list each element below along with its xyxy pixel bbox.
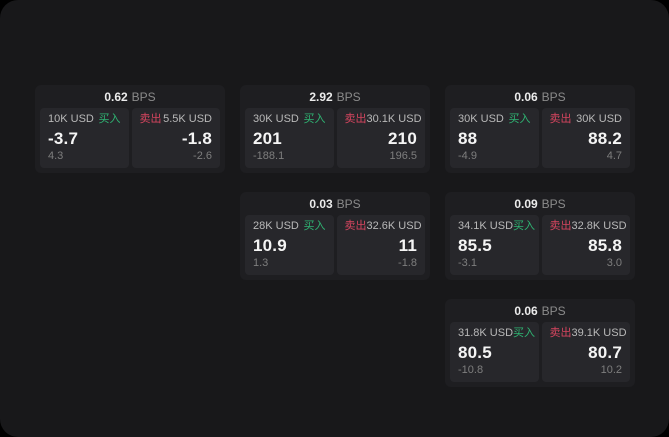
buy-amount: 28K USD xyxy=(253,220,299,232)
buy-side-label: 买入 xyxy=(513,220,536,232)
sell-side-label: 卖出 xyxy=(549,113,572,125)
sell-side-label: 卖出 xyxy=(139,113,162,125)
sell-price: 210 xyxy=(388,128,417,148)
sell-amount: 32.6K USD xyxy=(366,220,422,232)
card-header: 0.62 BPS xyxy=(35,85,225,108)
sell-amount: 30K USD xyxy=(576,113,622,125)
bps-unit-label: BPS xyxy=(541,196,566,211)
quote-card: 0.06 BPS 30K USD 买入 88 -4.9 卖出 30K USD xyxy=(445,85,635,173)
sell-delta: 10.2 xyxy=(600,364,622,376)
quote-panels: 34.1K USD 买入 85.5 -3.1 卖出 32.8K USD 85.8… xyxy=(445,215,635,275)
buy-delta: -4.9 xyxy=(458,150,477,162)
buy-delta: -188.1 xyxy=(253,150,285,162)
sell-quote-panel[interactable]: 卖出 5.5K USD -1.8 -2.6 xyxy=(131,108,220,168)
buy-amount: 10K USD xyxy=(48,113,94,125)
quote-panels: 28K USD 买入 10.9 1.3 卖出 32.6K USD 11 -1.8 xyxy=(240,215,430,275)
bps-value: 0.06 xyxy=(514,303,538,318)
sell-delta: -1.8 xyxy=(398,257,417,269)
buy-quote-panel[interactable]: 28K USD 买入 10.9 1.3 xyxy=(245,215,334,275)
buy-side-label: 买入 xyxy=(303,220,326,232)
buy-side-label: 买入 xyxy=(513,327,536,339)
card-header: 0.06 BPS xyxy=(445,299,635,322)
sell-quote-panel[interactable]: 卖出 30K USD 88.2 4.7 xyxy=(541,108,630,168)
card-header: 2.92 BPS xyxy=(240,85,430,108)
bps-value: 0.62 xyxy=(104,89,128,104)
card-header: 0.09 BPS xyxy=(445,192,635,215)
sell-quote-panel[interactable]: 卖出 39.1K USD 80.7 10.2 xyxy=(541,322,630,382)
buy-quote-panel[interactable]: 31.8K USD 买入 80.5 -10.8 xyxy=(450,322,539,382)
sell-price: 80.7 xyxy=(588,342,622,362)
quote-card: 0.09 BPS 34.1K USD 买入 85.5 -3.1 卖出 32.8K… xyxy=(445,192,635,280)
bps-unit-label: BPS xyxy=(541,303,566,318)
quote-card: 2.92 BPS 30K USD 买入 201 -188.1 卖出 30.1K … xyxy=(240,85,430,173)
sell-amount: 32.8K USD xyxy=(571,220,627,232)
buy-price: -3.7 xyxy=(48,128,79,148)
buy-price: 201 xyxy=(253,128,282,148)
sell-quote-panel[interactable]: 卖出 32.8K USD 85.8 3.0 xyxy=(541,215,630,275)
sell-delta: 3.0 xyxy=(606,257,622,269)
sell-quote-panel[interactable]: 卖出 30.1K USD 210 196.5 xyxy=(336,108,425,168)
buy-side-label: 买入 xyxy=(303,113,326,125)
buy-price: 88 xyxy=(458,128,478,148)
buy-quote-panel[interactable]: 34.1K USD 买入 85.5 -3.1 xyxy=(450,215,539,275)
quote-panels: 30K USD 买入 88 -4.9 卖出 30K USD 88.2 4.7 xyxy=(445,108,635,168)
bps-value: 0.03 xyxy=(309,196,333,211)
quote-panels: 10K USD 买入 -3.7 4.3 卖出 5.5K USD -1.8 -2.… xyxy=(35,108,225,168)
buy-side-label: 买入 xyxy=(508,113,531,125)
buy-price: 10.9 xyxy=(253,235,287,255)
bps-value: 0.06 xyxy=(514,89,538,104)
buy-amount: 34.1K USD xyxy=(458,220,514,232)
buy-amount: 30K USD xyxy=(253,113,299,125)
bps-unit-label: BPS xyxy=(336,89,361,104)
bps-value: 2.92 xyxy=(309,89,333,104)
quote-card: 0.03 BPS 28K USD 买入 10.9 1.3 卖出 32.6K US… xyxy=(240,192,430,280)
buy-price: 85.5 xyxy=(458,235,492,255)
sell-quote-panel[interactable]: 卖出 32.6K USD 11 -1.8 xyxy=(336,215,425,275)
sell-price: -1.8 xyxy=(181,128,212,148)
buy-amount: 30K USD xyxy=(458,113,504,125)
sell-delta: -2.6 xyxy=(193,150,212,162)
quote-card: 0.06 BPS 31.8K USD 买入 80.5 -10.8 卖出 39.1… xyxy=(445,299,635,387)
sell-side-label: 卖出 xyxy=(344,113,367,125)
sell-side-label: 卖出 xyxy=(344,220,367,232)
card-header: 0.03 BPS xyxy=(240,192,430,215)
sell-amount: 5.5K USD xyxy=(163,113,212,125)
sell-price: 11 xyxy=(398,235,417,255)
sell-amount: 30.1K USD xyxy=(366,113,422,125)
sell-side-label: 卖出 xyxy=(549,327,572,339)
bps-unit-label: BPS xyxy=(336,196,361,211)
quote-panels: 30K USD 买入 201 -188.1 卖出 30.1K USD 210 1… xyxy=(240,108,430,168)
buy-delta: -3.1 xyxy=(458,257,477,269)
buy-delta: -10.8 xyxy=(458,364,484,376)
buy-side-label: 买入 xyxy=(98,113,121,125)
sell-price: 88.2 xyxy=(588,128,622,148)
bps-value: 0.09 xyxy=(514,196,538,211)
sell-delta: 196.5 xyxy=(389,150,417,162)
bps-unit-label: BPS xyxy=(131,89,156,104)
buy-quote-panel[interactable]: 30K USD 买入 201 -188.1 xyxy=(245,108,334,168)
buy-quote-panel[interactable]: 10K USD 买入 -3.7 4.3 xyxy=(40,108,129,168)
buy-amount: 31.8K USD xyxy=(458,327,514,339)
sell-price: 85.8 xyxy=(588,235,622,255)
buy-delta: 1.3 xyxy=(253,257,269,269)
sell-amount: 39.1K USD xyxy=(571,327,627,339)
buy-price: 80.5 xyxy=(458,342,492,362)
card-header: 0.06 BPS xyxy=(445,85,635,108)
sell-delta: 4.7 xyxy=(606,150,622,162)
buy-delta: 4.3 xyxy=(48,150,64,162)
buy-quote-panel[interactable]: 30K USD 买入 88 -4.9 xyxy=(450,108,539,168)
quote-card: 0.62 BPS 10K USD 买入 -3.7 4.3 卖出 5.5K USD xyxy=(35,85,225,173)
bps-unit-label: BPS xyxy=(541,89,566,104)
quote-panels: 31.8K USD 买入 80.5 -10.8 卖出 39.1K USD 80.… xyxy=(445,322,635,382)
sell-side-label: 卖出 xyxy=(549,220,572,232)
